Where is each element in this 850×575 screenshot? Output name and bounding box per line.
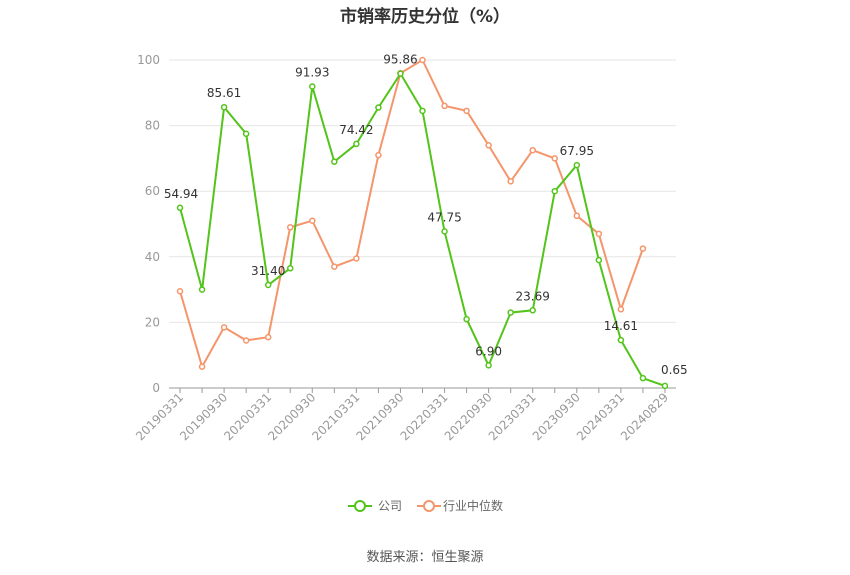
data-point bbox=[353, 255, 360, 262]
data-point bbox=[286, 265, 294, 272]
data-point bbox=[309, 83, 316, 90]
data-point bbox=[375, 104, 382, 111]
data-point bbox=[463, 107, 470, 115]
x-axis: 2019033120190930202003312020093020210331… bbox=[133, 387, 676, 443]
data-point bbox=[353, 140, 360, 148]
series-points bbox=[176, 56, 669, 390]
data-point bbox=[220, 103, 228, 111]
data-point bbox=[419, 56, 426, 64]
data-label: 85.61 bbox=[207, 86, 241, 100]
data-point bbox=[176, 287, 184, 295]
legend-item[interactable]: 公司 bbox=[348, 499, 402, 513]
data-label: 67.95 bbox=[560, 144, 594, 158]
data-point bbox=[507, 178, 514, 185]
data-point bbox=[419, 107, 426, 115]
data-label: 95.86 bbox=[383, 53, 417, 67]
data-point bbox=[485, 362, 492, 369]
data-point bbox=[639, 374, 647, 382]
data-point bbox=[331, 263, 338, 270]
chart-title: 市销率历史分位（%） bbox=[339, 7, 511, 27]
data-point bbox=[551, 155, 559, 162]
y-tick-label: 80 bbox=[145, 119, 160, 133]
legend-label: 公司 bbox=[378, 499, 402, 513]
y-tick-label: 20 bbox=[145, 315, 160, 329]
legend-marker bbox=[423, 500, 435, 512]
data-label: 74.42 bbox=[339, 123, 373, 137]
data-label: 6.90 bbox=[475, 344, 502, 358]
y-tick-label: 40 bbox=[145, 250, 160, 264]
data-label: 47.75 bbox=[427, 210, 461, 224]
data-point bbox=[507, 309, 514, 316]
data-point bbox=[551, 187, 559, 195]
legend[interactable]: 公司 行业中位数 bbox=[348, 498, 503, 513]
y-tick-label: 0 bbox=[152, 381, 160, 395]
data-point bbox=[220, 324, 228, 331]
series-line bbox=[179, 58, 644, 370]
legend-label: 行业中位数 bbox=[443, 498, 503, 513]
data-point bbox=[573, 212, 581, 220]
data-point bbox=[441, 102, 448, 110]
data-point bbox=[529, 146, 536, 154]
data-label: 14.61 bbox=[604, 319, 638, 333]
data-point bbox=[264, 281, 272, 289]
data-point bbox=[661, 382, 669, 390]
x-tick-label: 20240829 bbox=[618, 390, 671, 443]
data-point bbox=[485, 142, 492, 149]
data-point bbox=[441, 228, 448, 235]
data-point bbox=[573, 161, 581, 169]
data-point bbox=[595, 230, 603, 238]
data-point bbox=[595, 256, 603, 264]
data-point bbox=[286, 224, 294, 231]
legend-marker bbox=[354, 500, 366, 512]
data-point bbox=[331, 158, 338, 165]
data-label: 91.93 bbox=[295, 65, 329, 79]
data-point bbox=[397, 70, 404, 77]
y-axis: 0 20 40 60 80 100 bbox=[137, 53, 160, 395]
data-label: 0.65 bbox=[661, 363, 688, 377]
data-point bbox=[617, 306, 625, 313]
data-labels: 54.94 85.61 31.40 91.93 74.42 95.86 47.75 6.90 2… bbox=[164, 53, 688, 377]
y-tick-label: 60 bbox=[145, 184, 160, 198]
data-point bbox=[242, 337, 250, 344]
y-tick-label: 100 bbox=[137, 53, 160, 67]
legend-item[interactable]: 行业中位数 bbox=[417, 498, 503, 513]
data-point bbox=[375, 151, 382, 159]
data-point bbox=[242, 130, 250, 138]
data-point bbox=[176, 204, 184, 212]
data-point bbox=[617, 336, 625, 344]
data-point bbox=[639, 245, 647, 252]
data-label: 54.94 bbox=[164, 187, 198, 201]
data-label: 31.40 bbox=[251, 264, 285, 278]
data-point bbox=[309, 217, 316, 224]
data-point bbox=[529, 307, 536, 314]
data-point bbox=[463, 315, 470, 323]
data-source: 数据来源：恒生聚源 bbox=[366, 550, 484, 565]
data-point bbox=[198, 363, 206, 370]
data-point bbox=[264, 333, 272, 341]
grid-lines bbox=[169, 59, 676, 323]
data-point bbox=[198, 286, 206, 293]
data-label: 23.69 bbox=[516, 289, 550, 303]
